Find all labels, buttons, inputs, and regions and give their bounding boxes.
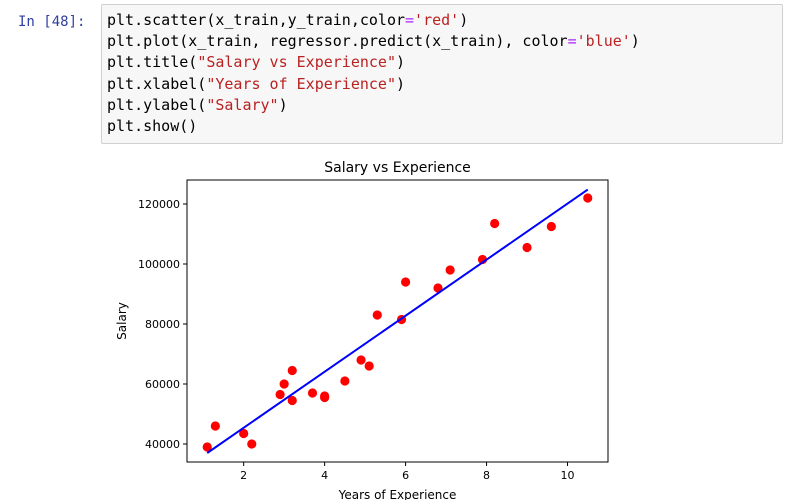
scatter-point bbox=[364, 361, 374, 371]
y-axis-label: Salary bbox=[115, 302, 129, 340]
chart-title: Salary vs Experience bbox=[324, 160, 471, 176]
scatter-point bbox=[372, 310, 382, 320]
code-editor[interactable]: plt.scatter(x_train,y_train,color='red')… bbox=[107, 10, 640, 137]
plot-frame bbox=[186, 179, 609, 463]
code-cell-input[interactable]: plt.scatter(x_train,y_train,color='red')… bbox=[101, 4, 783, 144]
scatter-point bbox=[202, 442, 212, 452]
code-line: plt.scatter(x_train,y_train,color='red') bbox=[107, 10, 640, 31]
y-tick-label: 40000 bbox=[145, 438, 180, 451]
code-token: = bbox=[567, 32, 577, 51]
scatter-point bbox=[490, 218, 500, 229]
regression-line bbox=[206, 188, 589, 454]
code-token: plt.scatter(x_train,y_train,color bbox=[107, 11, 406, 29]
scatter-point bbox=[400, 277, 411, 287]
cell-output: Salary vs Experience 2 4 6 8 10 40000 60000 8000… bbox=[101, 150, 783, 502]
code-line: plt.show() bbox=[107, 116, 640, 137]
code-token: ) bbox=[396, 53, 406, 72]
code-token: ) bbox=[459, 11, 469, 29]
code-line: plt.title("Salary vs Experience") bbox=[107, 52, 640, 73]
scatter-point bbox=[522, 242, 532, 253]
code-token: plt.xlabel( bbox=[107, 74, 207, 93]
code-token: ) bbox=[396, 74, 406, 93]
x-tick-label: 6 bbox=[402, 469, 409, 482]
code-token: plt.show() bbox=[107, 117, 198, 136]
scatter-point bbox=[279, 379, 289, 389]
code-token: plt.title( bbox=[107, 53, 198, 72]
scatter-point bbox=[320, 392, 330, 403]
scatter-point bbox=[433, 283, 443, 293]
code-token: ) bbox=[278, 95, 288, 114]
x-tick-label: 10 bbox=[561, 469, 575, 482]
scatter-point bbox=[287, 365, 297, 376]
code-token: 'blue' bbox=[576, 32, 631, 51]
code-line: plt.plot(x_train, regressor.predict(x_tr… bbox=[107, 31, 640, 52]
code-token: "Salary" bbox=[206, 95, 279, 114]
x-tick-label: 4 bbox=[321, 469, 328, 482]
scatter-point bbox=[239, 428, 249, 439]
y-tick-label: 60000 bbox=[145, 378, 180, 391]
code-token: ) bbox=[630, 32, 640, 51]
scatter-point bbox=[247, 439, 257, 449]
code-token: "Salary vs Experience" bbox=[197, 53, 396, 72]
scatter-point bbox=[356, 355, 366, 365]
x-axis-label: Years of Experience bbox=[338, 488, 457, 500]
scatter-point bbox=[546, 221, 556, 232]
scatter-point bbox=[275, 389, 285, 400]
y-tick-label: 80000 bbox=[145, 318, 180, 331]
code-token: plt.plot(x_train, regressor.predict(x_tr… bbox=[107, 32, 568, 51]
scatter-point bbox=[287, 395, 297, 406]
code-token: plt.ylabel( bbox=[107, 95, 207, 114]
x-tick-label: 2 bbox=[240, 469, 247, 482]
code-line: plt.ylabel("Salary") bbox=[107, 95, 640, 116]
code-token: "Years of Experience" bbox=[206, 74, 396, 93]
scatter-chart: Salary vs Experience 2 4 6 8 10 40000 60000 8000… bbox=[115, 160, 609, 502]
scatter-point bbox=[307, 388, 318, 398]
y-tick-label: 100000 bbox=[138, 258, 180, 271]
cell-prompt: In [48]: bbox=[18, 14, 86, 30]
x-tick-label: 8 bbox=[483, 469, 490, 482]
code-line: plt.xlabel("Years of Experience") bbox=[107, 74, 640, 95]
scatter-point bbox=[340, 376, 350, 386]
scatter-point bbox=[210, 421, 220, 431]
y-tick-label: 120000 bbox=[138, 198, 180, 211]
scatter-point bbox=[445, 265, 455, 275]
scatter-point bbox=[583, 193, 593, 203]
code-token: = bbox=[405, 11, 415, 29]
code-token: 'red' bbox=[414, 11, 460, 29]
